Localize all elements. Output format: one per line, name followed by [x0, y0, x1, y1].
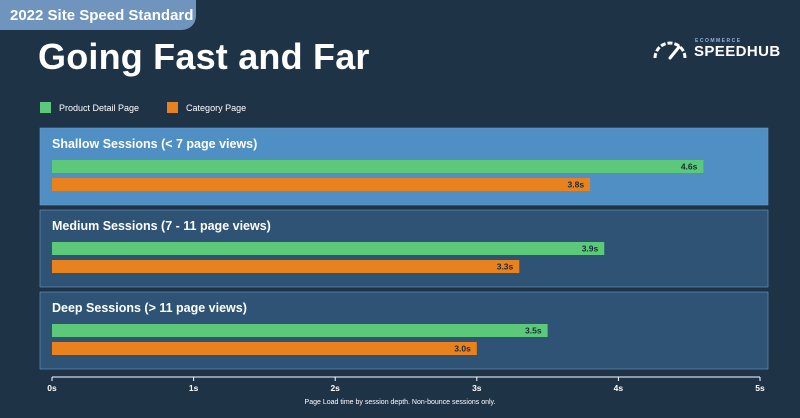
- category-label-1: Medium Sessions (7 - 11 page views): [52, 219, 271, 233]
- bar-1-1: [52, 260, 520, 273]
- bar-label-0-2: 3.5s: [525, 326, 542, 336]
- badge-text: 2022 Site Speed Standard: [10, 6, 194, 24]
- chart-footnote: Page Load time by session depth. Non-bou…: [304, 399, 496, 406]
- logo-big-text: SPEEDHUB: [694, 43, 781, 60]
- bar-0-0: [52, 160, 704, 173]
- year-badge: 2022 Site Speed Standard: [0, 0, 196, 30]
- bar-0-2: [52, 324, 548, 337]
- x-tick-label-1: 1s: [189, 383, 199, 393]
- bar-1-0: [52, 178, 591, 191]
- legend-label-product-detail: Product Detail Page: [59, 102, 140, 113]
- category-label-0: Shallow Sessions (< 7 page views): [52, 137, 257, 151]
- bar-label-0-1: 3.9s: [582, 244, 599, 254]
- x-tick-label-3: 3s: [472, 383, 482, 393]
- speedometer-icon: [653, 41, 687, 60]
- x-tick-label-4: 4s: [614, 383, 624, 393]
- bar-label-1-0: 3.8s: [568, 180, 585, 190]
- chart-legend: Product Detail Page Category Page: [40, 102, 274, 113]
- bar-1-2: [52, 342, 477, 355]
- category-label-2: Deep Sessions (> 11 page views): [52, 301, 247, 315]
- bar-label-1-2: 3.0s: [454, 344, 471, 354]
- x-tick-label-5: 5s: [755, 383, 765, 393]
- page-title: Going Fast and Far: [38, 36, 370, 77]
- legend-item-category: Category Page: [167, 102, 246, 113]
- bar-label-0-0: 4.6s: [681, 162, 698, 172]
- x-tick-label-2: 2s: [330, 383, 340, 393]
- legend-item-product-detail: Product Detail Page: [40, 102, 139, 113]
- bar-0-1: [52, 242, 605, 255]
- legend-swatch-orange: [167, 102, 179, 113]
- speedhub-logo: ECOMMERCE SPEEDHUB: [652, 38, 780, 62]
- bar-label-1-1: 3.3s: [497, 262, 514, 272]
- logo-small-text: ECOMMERCE: [695, 38, 742, 44]
- legend-label-category: Category Page: [186, 102, 247, 113]
- legend-swatch-green: [40, 102, 51, 113]
- x-tick-label-0: 0s: [47, 383, 57, 393]
